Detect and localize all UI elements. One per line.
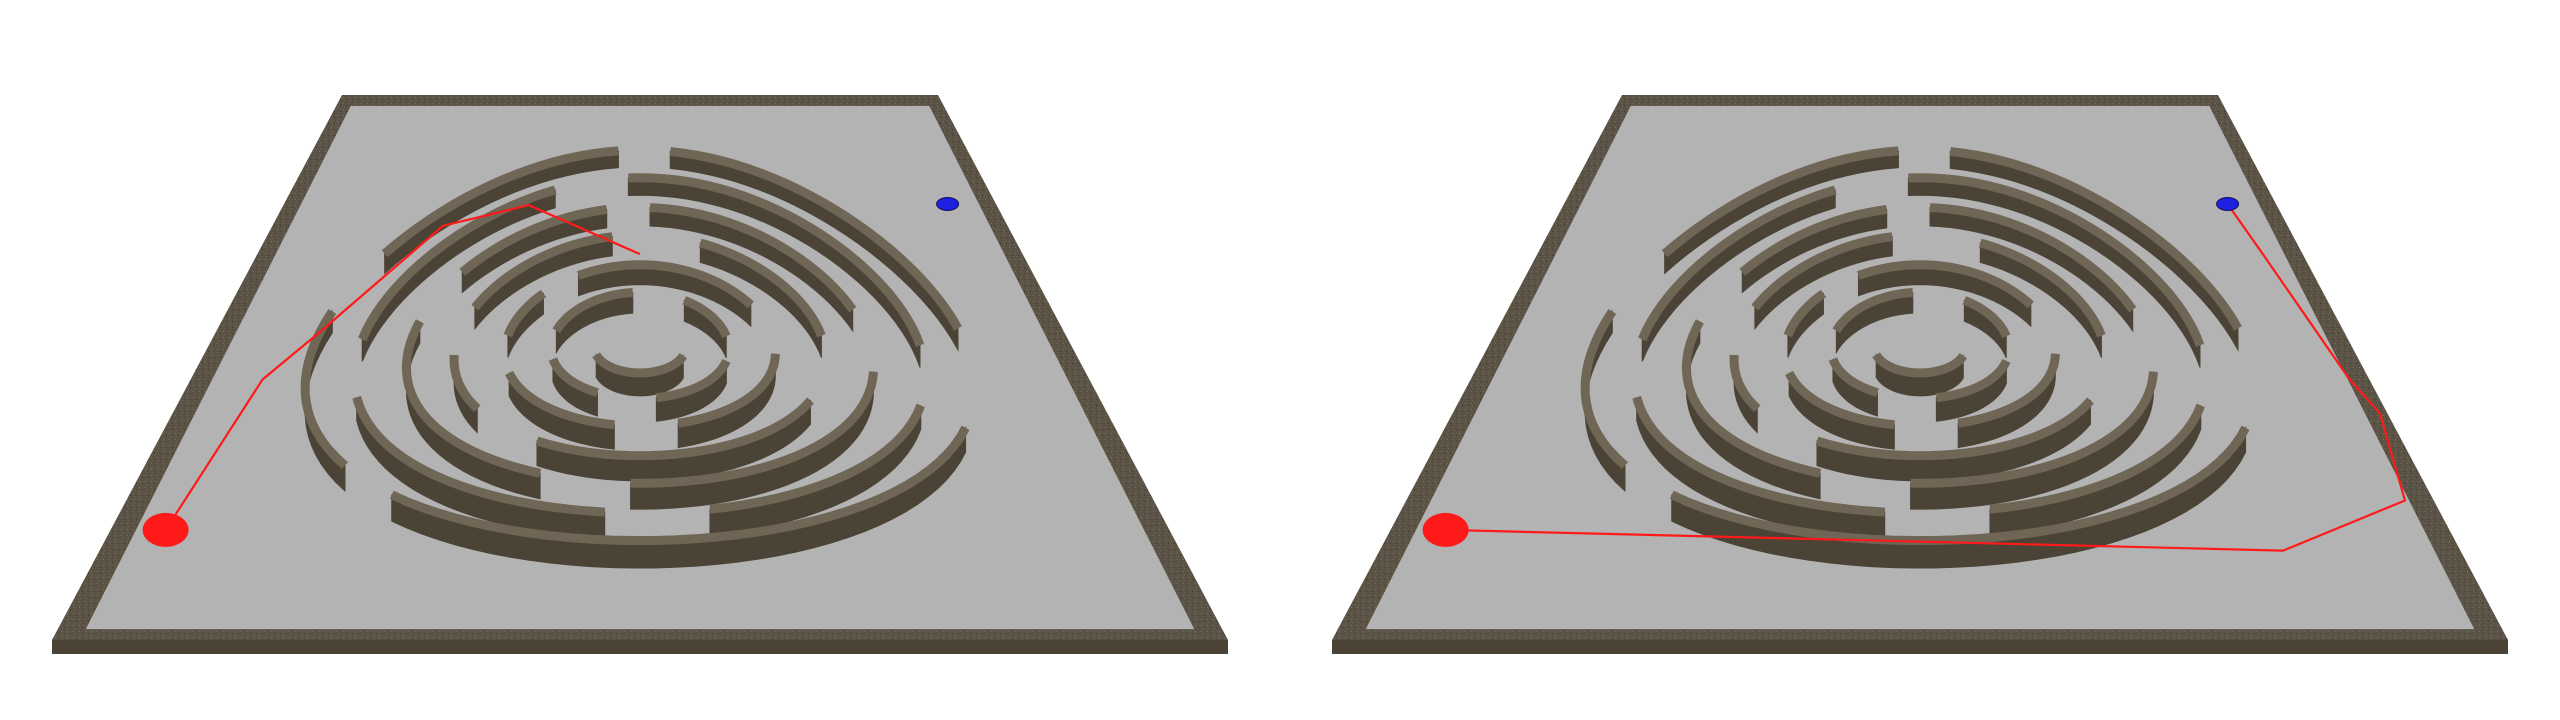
maze-wall-top xyxy=(381,146,619,258)
maze-wall-top xyxy=(459,205,608,276)
maze-wall-top xyxy=(1935,358,2011,403)
floor-edge xyxy=(1332,640,2508,654)
maze-wall-top xyxy=(1989,403,2205,514)
maze-wall-top xyxy=(503,289,547,338)
maze-wall-top xyxy=(630,371,878,488)
maze-wall-top xyxy=(1949,147,2242,331)
maze-wall-top xyxy=(1751,232,1893,311)
maze-wall-top xyxy=(449,354,481,412)
maze-wall-top xyxy=(1638,185,1837,342)
maze-wall-top xyxy=(1856,260,2034,309)
maze-walls xyxy=(300,146,970,569)
maze-wall-top xyxy=(535,397,814,461)
maze-wall-top xyxy=(389,425,970,546)
maze-wall-top xyxy=(1580,309,1629,469)
maze-wall-top xyxy=(655,358,731,403)
start-marker xyxy=(2216,197,2240,211)
maze-wall-top xyxy=(505,370,615,430)
maze-wall-top xyxy=(649,203,857,313)
maze-wall-top xyxy=(1783,289,1827,338)
maze-wall-top xyxy=(358,185,557,342)
goal-marker xyxy=(142,512,189,547)
maze-wall-top xyxy=(1815,397,2094,461)
maze-wall-top xyxy=(352,395,606,517)
maze-wall-top xyxy=(1669,425,2250,546)
maze-wall-top xyxy=(1872,352,1967,378)
maze-wall-top xyxy=(1785,370,1895,430)
maze-wall-top xyxy=(699,238,826,338)
start-marker xyxy=(936,197,960,211)
maze-wall-top xyxy=(300,309,349,469)
maze-wall-top xyxy=(1957,353,2060,428)
planned-path xyxy=(164,203,641,531)
maze-wall-top xyxy=(401,319,542,478)
maze-wall-top xyxy=(1832,288,1914,334)
maze-walls xyxy=(1580,146,2250,569)
maze-wall-top xyxy=(471,232,613,311)
maze-wall-top xyxy=(1632,395,1886,517)
maze-wall-top xyxy=(548,357,599,397)
maze-wall-top xyxy=(1828,357,1879,397)
maze-wall-top xyxy=(1739,205,1888,276)
floor-edge xyxy=(52,640,1228,654)
maze-wall-top xyxy=(1908,173,2205,347)
maze-wall-top xyxy=(682,296,731,338)
maze-wall-top xyxy=(1979,238,2106,338)
left-panel xyxy=(52,95,1228,654)
maze-wall-top xyxy=(669,147,962,331)
maze-wall-top xyxy=(1929,203,2137,313)
maze-wall-top xyxy=(1729,354,1761,412)
maze-wall-top xyxy=(552,288,634,334)
maze-wall-top xyxy=(1910,371,2158,488)
maze-wall-top xyxy=(709,403,925,514)
right-panel xyxy=(1332,95,2508,654)
maze-wall-top xyxy=(1962,296,2011,338)
maze-wall-top xyxy=(1681,319,1822,478)
goal-marker xyxy=(1422,512,1469,547)
maze-wall-top xyxy=(1661,146,1899,258)
maze-wall-top xyxy=(576,260,754,309)
maze-wall-top xyxy=(592,352,687,378)
planned-path xyxy=(1445,203,2407,552)
maze-wall-top xyxy=(628,173,925,347)
maze-wall-top xyxy=(677,353,780,428)
